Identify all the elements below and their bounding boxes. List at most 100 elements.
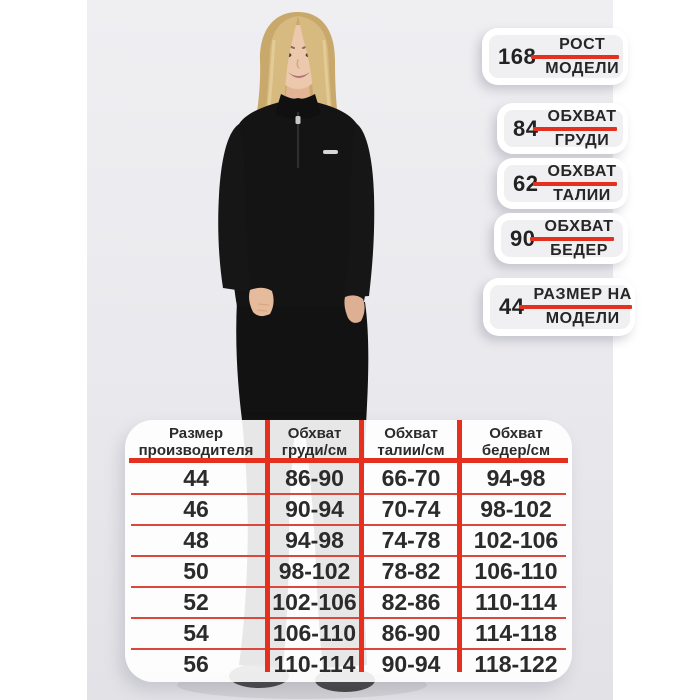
model-hand-left (249, 287, 274, 317)
model-sleeve-right (344, 124, 375, 298)
table-row: 56 110-114 90-94 118-122 (125, 650, 572, 679)
table-cell: 98-102 (480, 496, 552, 522)
table-cell: 90-94 (285, 496, 344, 522)
column-header: Размер производителя (125, 425, 267, 460)
table-row: 48 94-98 74-78 102-106 (125, 526, 572, 555)
stat-label: РАЗМЕР НА МОДЕЛИ (519, 286, 632, 328)
table-cell: 118-122 (474, 651, 558, 677)
stat-label-line1: ОБХВАТ (547, 162, 617, 180)
stat-label-line2: БЕДЕР (550, 241, 608, 259)
table-cell: 52 (183, 589, 209, 615)
stat-label-line1: РАЗМЕР НА (533, 286, 632, 304)
table-cell: 44 (183, 465, 209, 491)
stat-label-line1: РОСТ (559, 35, 606, 53)
table-cell: 78-82 (381, 558, 441, 584)
table-cell: 110-114 (273, 651, 356, 677)
table-row: 54 106-110 86-90 114-118 (125, 619, 572, 648)
stat-label-line2: МОДЕЛИ (545, 310, 620, 327)
model-stat-badge: 44 РАЗМЕР НА МОДЕЛИ (483, 278, 635, 336)
column-header-line1: Обхват (489, 425, 543, 442)
model-stat-badge: 168 РОСТ МОДЕЛИ (482, 28, 628, 85)
stat-label: ОБХВАТ ТАЛИИ (533, 162, 617, 205)
column-header-line2: производителя (138, 442, 254, 460)
model-sleeve-left (218, 124, 250, 292)
size-table-header: Размер производителя Обхват груди/см Обхват т… (125, 420, 572, 460)
table-header-divider (129, 458, 568, 463)
size-table: Размер производителя Обхват груди/см Обхват т… (125, 420, 572, 682)
chest-logo-mark (323, 150, 338, 154)
stat-label: ОБХВАТ ГРУДИ (533, 107, 617, 150)
table-cell: 102-106 (272, 589, 357, 615)
table-cell: 70-74 (381, 496, 441, 522)
model-nose (296, 59, 300, 69)
table-cell: 54 (183, 620, 209, 646)
table-row: 50 98-102 78-82 106-110 (125, 557, 572, 586)
table-cell: 110-114 (475, 589, 557, 615)
stat-label-line2: МОДЕЛИ (545, 59, 620, 77)
table-cell: 66-70 (381, 465, 441, 491)
size-table-body: 44 86-90 66-70 94-98 46 90-94 70-74 98-102 48 94-… (125, 463, 572, 679)
stat-label-line1: ОБХВАТ (544, 217, 614, 235)
table-cell: 90-94 (381, 651, 441, 677)
model-stat-badge-inner: 44 РАЗМЕР НА МОДЕЛИ (490, 285, 632, 329)
row-divider (131, 493, 566, 495)
model-collar (275, 94, 321, 119)
model-stat-badge-inner: 168 РОСТ МОДЕЛИ (489, 35, 623, 78)
table-row: 52 102-106 82-86 110-114 (125, 588, 572, 617)
model-stat-badge: 90 ОБХВАТ БЕДЕР (494, 213, 628, 264)
model-stat-badge-inner: 62 ОБХВАТ ТАЛИИ (504, 162, 623, 205)
table-cell: 86-90 (381, 620, 441, 646)
model-stat-badge-inner: 84 ОБХВАТ ГРУДИ (504, 107, 623, 150)
table-cell: 114-118 (475, 620, 557, 646)
row-divider (131, 555, 566, 557)
row-divider (131, 524, 566, 526)
table-cell: 56 (183, 651, 209, 677)
column-header: Обхват талии/см (362, 425, 460, 460)
model-smile (288, 72, 310, 78)
stat-label: ОБХВАТ БЕДЕР (530, 217, 614, 260)
table-column-line (457, 420, 462, 672)
stat-value: 168 (498, 43, 537, 69)
table-cell: 98-102 (278, 558, 351, 584)
column-header: Обхват бедер/см (460, 425, 572, 460)
hand-finger-lines (256, 303, 270, 312)
stat-label-line1: ОБХВАТ (547, 107, 617, 125)
row-divider (131, 586, 566, 588)
table-cell: 94-98 (486, 465, 546, 491)
model-stat-badge: 62 ОБХВАТ ТАЛИИ (497, 158, 628, 209)
row-divider (131, 617, 566, 619)
stat-label: РОСТ МОДЕЛИ (531, 35, 620, 78)
column-header-line2: груди/см (281, 442, 348, 460)
column-header-line1: Размер (168, 425, 224, 442)
model-hand-right (344, 295, 365, 323)
stat-red-underline (519, 305, 632, 309)
table-cell: 50 (183, 558, 209, 584)
model-stat-badge-inner: 90 ОБХВАТ БЕДЕР (501, 217, 623, 260)
column-header: Обхват груди/см (267, 425, 362, 460)
stat-red-underline (530, 236, 614, 241)
table-cell: 106-110 (474, 558, 558, 584)
table-row: 44 86-90 66-70 94-98 (125, 464, 572, 493)
row-divider (131, 648, 566, 650)
stat-red-underline (533, 181, 617, 186)
column-header-line1: Обхват (287, 425, 342, 442)
table-cell: 82-86 (381, 589, 441, 615)
table-cell: 102-106 (473, 527, 559, 553)
table-cell: 94-98 (285, 527, 344, 553)
table-column-line (359, 420, 364, 672)
column-header-line2: талии/см (377, 442, 445, 460)
zipper-pull (295, 116, 301, 124)
table-cell: 86-90 (285, 465, 344, 491)
table-cell: 46 (183, 496, 209, 522)
stat-red-underline (533, 126, 617, 131)
table-cell: 106-110 (272, 620, 357, 646)
stat-red-underline (531, 54, 620, 59)
table-row: 46 90-94 70-74 98-102 (125, 495, 572, 524)
table-cell: 48 (183, 527, 209, 553)
stat-label-line2: ГРУДИ (554, 131, 610, 149)
table-column-line (265, 420, 270, 672)
column-header-line1: Обхват (384, 425, 438, 442)
column-header-line2: бедер/см (481, 442, 551, 460)
stat-label-line2: ТАЛИИ (553, 186, 611, 204)
table-cell: 74-78 (381, 527, 441, 553)
